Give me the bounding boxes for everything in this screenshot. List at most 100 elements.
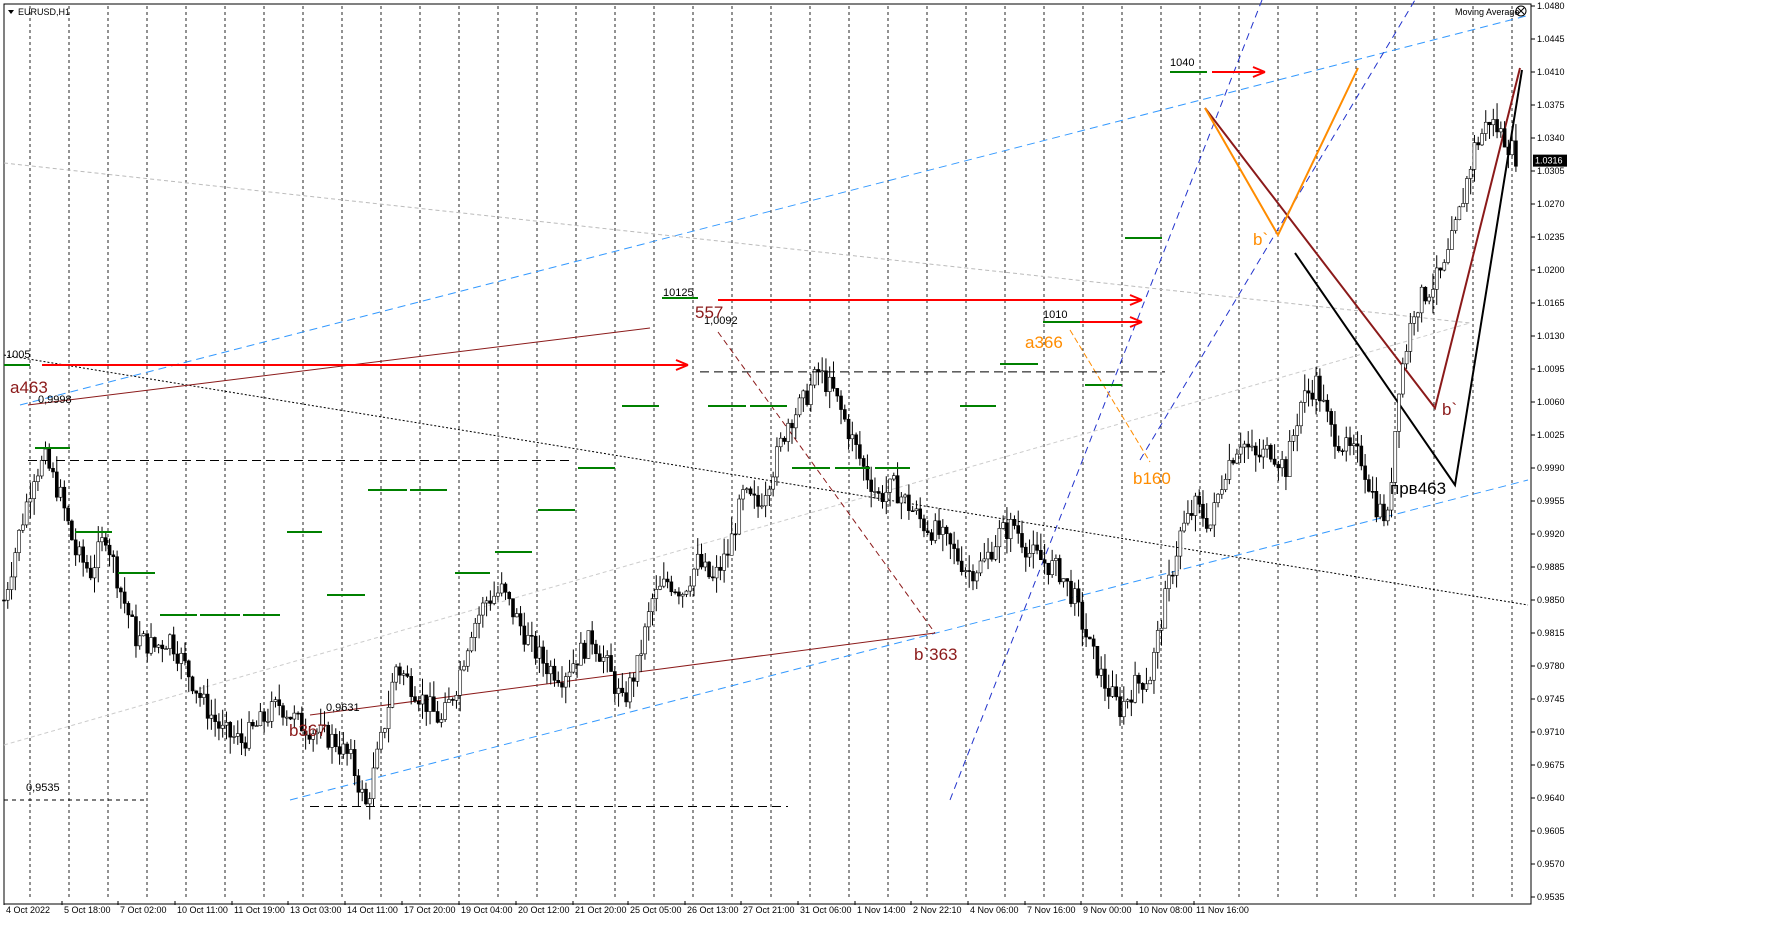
wave-label: a366: [1025, 333, 1063, 352]
candle-body: [861, 458, 866, 467]
candle-body: [1050, 560, 1054, 575]
candle-body: [635, 655, 640, 682]
candle-body: [254, 725, 259, 727]
x-tick-label: 27 Oct 21:00: [743, 905, 795, 915]
candle-body: [435, 711, 440, 723]
candle-body: [1287, 441, 1292, 477]
red-arrow-1005-head: [675, 359, 689, 371]
candle-body: [137, 635, 142, 647]
wave-label: b`: [1253, 230, 1268, 249]
y-tick-label: 0.9710: [1537, 727, 1565, 737]
candle-body: [356, 775, 361, 793]
close-icon[interactable]: [1515, 5, 1527, 17]
x-tick-label: 1 Nov 14:00: [857, 905, 906, 915]
candle-body: [383, 728, 387, 733]
x-tick-label: 10 Nov 08:00: [1139, 905, 1193, 915]
candle-body: [1257, 454, 1262, 458]
candle-body: [809, 384, 813, 405]
candle-body: [680, 594, 685, 597]
candle-body: [771, 476, 775, 490]
candle-body: [793, 414, 798, 429]
candle-body: [1325, 399, 1330, 412]
candle-body: [134, 616, 138, 647]
wave-label: b`363: [914, 645, 957, 664]
candle-body: [251, 722, 255, 727]
wave-label: 557: [695, 303, 723, 322]
candle-body: [1378, 503, 1382, 518]
candle-body: [1103, 668, 1107, 689]
candle-body: [729, 533, 734, 556]
y-tick-label: 0.9640: [1537, 793, 1565, 803]
candle-body: [541, 646, 545, 664]
window-title: EURUSD,H1: [8, 7, 70, 17]
candle-body: [322, 724, 327, 727]
candle-body: [484, 600, 489, 604]
candle-body: [17, 529, 21, 553]
y-tick-label: 1.0235: [1537, 232, 1565, 242]
wave-label: прв463: [1390, 479, 1446, 498]
candle-body: [179, 652, 184, 664]
candle-body: [760, 505, 764, 508]
candle-body: [628, 677, 632, 703]
candle-body: [778, 437, 783, 448]
candle-body: [1438, 267, 1443, 271]
candle-body: [481, 602, 485, 616]
chevron-down-icon[interactable]: [8, 10, 14, 14]
grey-diag-lower: [3, 322, 1471, 746]
candle-body: [959, 560, 964, 572]
candle-body: [477, 614, 481, 624]
candle-body: [801, 390, 806, 399]
candle-body: [232, 736, 236, 738]
indicator-header: Moving Average: [1455, 5, 1527, 17]
candle-body: [1167, 574, 1171, 589]
candle-body: [662, 578, 666, 587]
candle-body: [235, 733, 240, 737]
candle-body: [941, 526, 945, 535]
candle-body: [277, 699, 282, 706]
candle-body: [1144, 683, 1149, 690]
candle-body: [952, 543, 956, 549]
y-tick-label: 0.9535: [1537, 892, 1565, 902]
candle-body: [530, 635, 534, 637]
candle-body: [948, 533, 953, 545]
candle-body: [616, 687, 621, 694]
candle-body: [326, 724, 331, 748]
candle-body: [54, 471, 59, 498]
candle-body: [831, 376, 836, 389]
candle-body: [586, 630, 591, 659]
candle-body: [1193, 495, 1198, 516]
x-tick-label: 17 Oct 20:00: [404, 905, 456, 915]
candle-body: [318, 724, 323, 733]
candle-body: [1453, 219, 1458, 231]
candle-body: [1148, 679, 1152, 685]
candle-body: [726, 553, 730, 556]
wave-label: b`: [1442, 400, 1457, 419]
candle-body: [933, 520, 938, 541]
candle-body: [590, 630, 594, 645]
candle-body: [1016, 525, 1021, 534]
candle-body: [1499, 128, 1503, 133]
candle-body: [673, 591, 677, 594]
candle-body: [141, 633, 146, 637]
candle-body: [447, 699, 451, 703]
candle-body: [160, 644, 165, 650]
candle-body: [986, 551, 990, 560]
candle-body: [873, 491, 877, 493]
candle-body: [1367, 479, 1371, 492]
candle-body: [1031, 544, 1036, 554]
candle-body: [918, 508, 923, 520]
candle-body: [315, 731, 319, 735]
candle-body: [296, 712, 300, 715]
candle-body: [929, 532, 934, 541]
candle-body: [1310, 392, 1315, 400]
candle-body: [937, 520, 941, 535]
candle-body: [375, 748, 380, 769]
candle-body: [1072, 588, 1077, 604]
candle-body: [767, 488, 772, 496]
indicator-label: Moving Average: [1455, 7, 1519, 17]
candle-body: [865, 466, 870, 481]
level-label: 0,9631: [326, 702, 360, 714]
candle-body: [28, 498, 33, 503]
